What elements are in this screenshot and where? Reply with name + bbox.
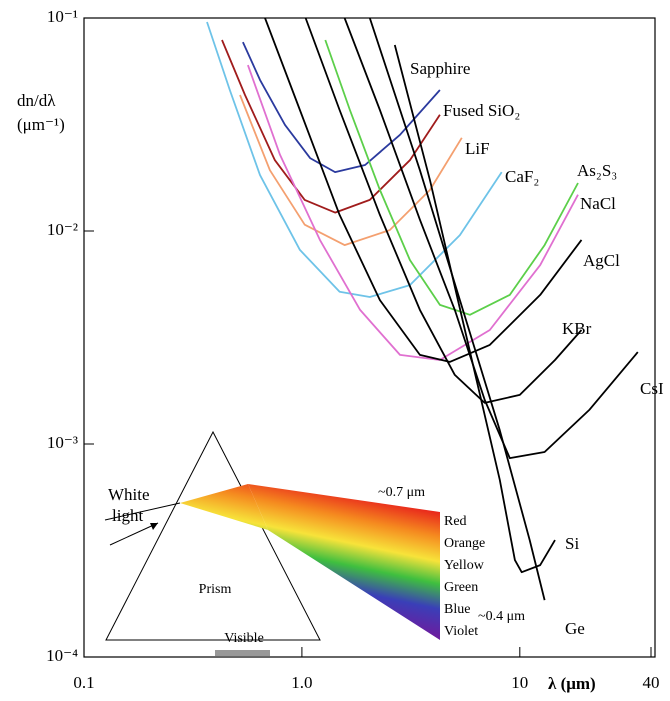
series-label: As₂S₃: [577, 161, 617, 180]
inset-label: Prism: [199, 582, 232, 597]
series-label: Sapphire: [410, 59, 470, 78]
series-label: LiF: [465, 139, 490, 158]
series-label: KBr: [562, 319, 592, 338]
spectrum-label: Yellow: [444, 558, 485, 573]
series-label: CsI: [640, 379, 664, 398]
ray: [104, 502, 181, 521]
spectrum-label: Green: [444, 580, 478, 595]
curve: [304, 18, 583, 404]
series-label: AgCl: [583, 251, 620, 270]
inset-label: light: [112, 506, 143, 525]
spectrum-label: Blue: [444, 602, 470, 617]
beam-inside: [180, 484, 268, 530]
x-tick-label: 10: [511, 673, 528, 692]
x-tick-label: 0.1: [73, 673, 94, 692]
x-axis-title: λ (μm): [548, 674, 596, 693]
inset-label: ~0.4 μm: [478, 609, 525, 624]
curve: [239, 94, 463, 246]
curve: [264, 18, 583, 363]
y-tick-label: 10⁻⁴: [46, 646, 78, 665]
curve: [242, 41, 441, 173]
curve: [247, 64, 579, 361]
series-label: Si: [565, 534, 579, 553]
curve: [343, 18, 639, 459]
inset-label: ~0.7 μm: [378, 485, 425, 500]
inset-label: Visible: [224, 631, 264, 646]
y-tick-label: 10⁻³: [47, 433, 78, 452]
curve: [221, 39, 441, 214]
y-axis-title: (μm⁻¹): [17, 115, 65, 134]
spectrum-label: Violet: [444, 624, 478, 639]
curve: [324, 39, 579, 316]
spectrum-fan: [248, 484, 440, 640]
curve: [368, 18, 546, 601]
series-label: CaF₂: [505, 167, 539, 186]
y-tick-label: 10⁻¹: [47, 7, 78, 26]
spectrum-label: Red: [444, 514, 467, 529]
prism-inset: White light Prism Visible ~0.7 μm ~0.4 μ…: [104, 430, 525, 656]
prism: [105, 430, 321, 641]
plot-frame: [83, 17, 656, 658]
curve: [206, 21, 503, 298]
visible-bar: [215, 650, 270, 656]
curves: [206, 18, 639, 601]
ray-arrow: [109, 522, 159, 546]
inset-label: White: [108, 485, 150, 504]
series-label: Fused SiO₂: [443, 101, 520, 120]
spectrum-label: Orange: [444, 536, 485, 551]
series-label: Ge: [565, 619, 585, 638]
arrowhead: [150, 523, 158, 530]
series-label: NaCl: [580, 194, 616, 213]
y-tick-label: 10⁻²: [47, 220, 78, 239]
x-tick-label: 1.0: [291, 673, 312, 692]
y-axis-title: dn/dλ: [17, 91, 56, 110]
x-tick-label: 40: [643, 673, 660, 692]
